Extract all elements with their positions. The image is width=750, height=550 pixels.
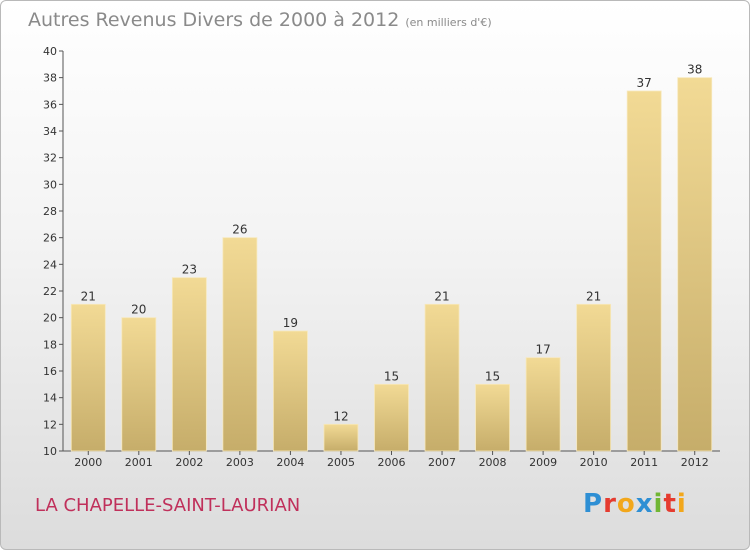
- y-tick-label: 26: [43, 232, 57, 245]
- bar-value-label: 17: [535, 343, 550, 357]
- x-tick-label: 2005: [327, 456, 355, 469]
- y-tick-label: 14: [43, 392, 57, 405]
- x-tick-label: 2006: [378, 456, 406, 469]
- bar-value-label: 15: [384, 369, 399, 383]
- bar: [374, 383, 409, 452]
- x-tick-label: 2002: [175, 456, 203, 469]
- bar: [424, 303, 460, 452]
- bar: [273, 330, 308, 452]
- y-tick-label: 32: [43, 152, 57, 165]
- bar: [70, 303, 106, 452]
- logo-letter: i: [653, 489, 664, 519]
- x-tick-label: 2003: [226, 456, 254, 469]
- logo-letter: t: [663, 489, 677, 519]
- x-tick-label: 2007: [428, 456, 456, 469]
- bar: [222, 237, 258, 452]
- y-tick-label: 20: [43, 312, 57, 325]
- bar-value-label: 21: [81, 289, 96, 303]
- bar: [171, 277, 207, 452]
- y-tick-label: 22: [43, 285, 57, 298]
- x-tick-label: 2009: [529, 456, 557, 469]
- bar-value-label: 38: [687, 63, 702, 77]
- bar-value-label: 20: [131, 303, 146, 317]
- y-tick-label: 18: [43, 338, 57, 351]
- x-tick-label: 2011: [630, 456, 658, 469]
- y-tick-label: 36: [43, 98, 57, 111]
- chart-title: Autres Revenus Divers de 2000 à 2012 (en …: [28, 9, 492, 31]
- bar-value-label: 23: [182, 263, 197, 277]
- y-tick-label: 10: [43, 445, 57, 458]
- bar: [323, 423, 359, 452]
- y-tick-label: 16: [43, 365, 57, 378]
- bar-value-label: 21: [434, 289, 449, 303]
- logo-letter: o: [616, 489, 636, 519]
- logo-letter: r: [603, 489, 617, 519]
- bar: [677, 77, 713, 452]
- y-tick-label: 28: [43, 205, 57, 218]
- bar: [475, 383, 510, 452]
- logo-letter: P: [583, 489, 604, 519]
- x-tick-label: 2000: [74, 456, 102, 469]
- bar-value-label: 26: [232, 223, 247, 237]
- proxiti-logo: Proxiti: [583, 489, 687, 519]
- bar-value-label: 12: [333, 409, 348, 423]
- y-tick-label: 24: [43, 258, 57, 271]
- bar-value-label: 21: [586, 289, 601, 303]
- x-tick-label: 2010: [580, 456, 608, 469]
- logo-letter: i: [676, 489, 687, 519]
- logo-letter: x: [635, 489, 654, 519]
- bar-value-label: 15: [485, 369, 500, 383]
- y-tick-label: 30: [43, 178, 57, 191]
- chart-unit: (en milliers d'€): [405, 16, 492, 29]
- y-tick-label: 38: [43, 72, 57, 85]
- x-tick-label: 2012: [681, 456, 709, 469]
- chart-title-text: Autres Revenus Divers de 2000 à 2012: [28, 9, 400, 31]
- x-tick-label: 2004: [276, 456, 304, 469]
- bar: [121, 317, 157, 452]
- bar-value-label: 19: [283, 316, 298, 330]
- y-tick-label: 40: [43, 45, 57, 58]
- bar-value-label: 37: [637, 76, 652, 90]
- x-tick-label: 2001: [125, 456, 153, 469]
- bar: [576, 303, 612, 452]
- y-tick-label: 12: [43, 418, 57, 431]
- x-tick-label: 2008: [479, 456, 507, 469]
- y-tick-label: 34: [43, 125, 57, 138]
- commune-name: LA CHAPELLE-SAINT-LAURIAN: [35, 495, 301, 516]
- bar: [626, 90, 662, 452]
- bar: [525, 357, 561, 452]
